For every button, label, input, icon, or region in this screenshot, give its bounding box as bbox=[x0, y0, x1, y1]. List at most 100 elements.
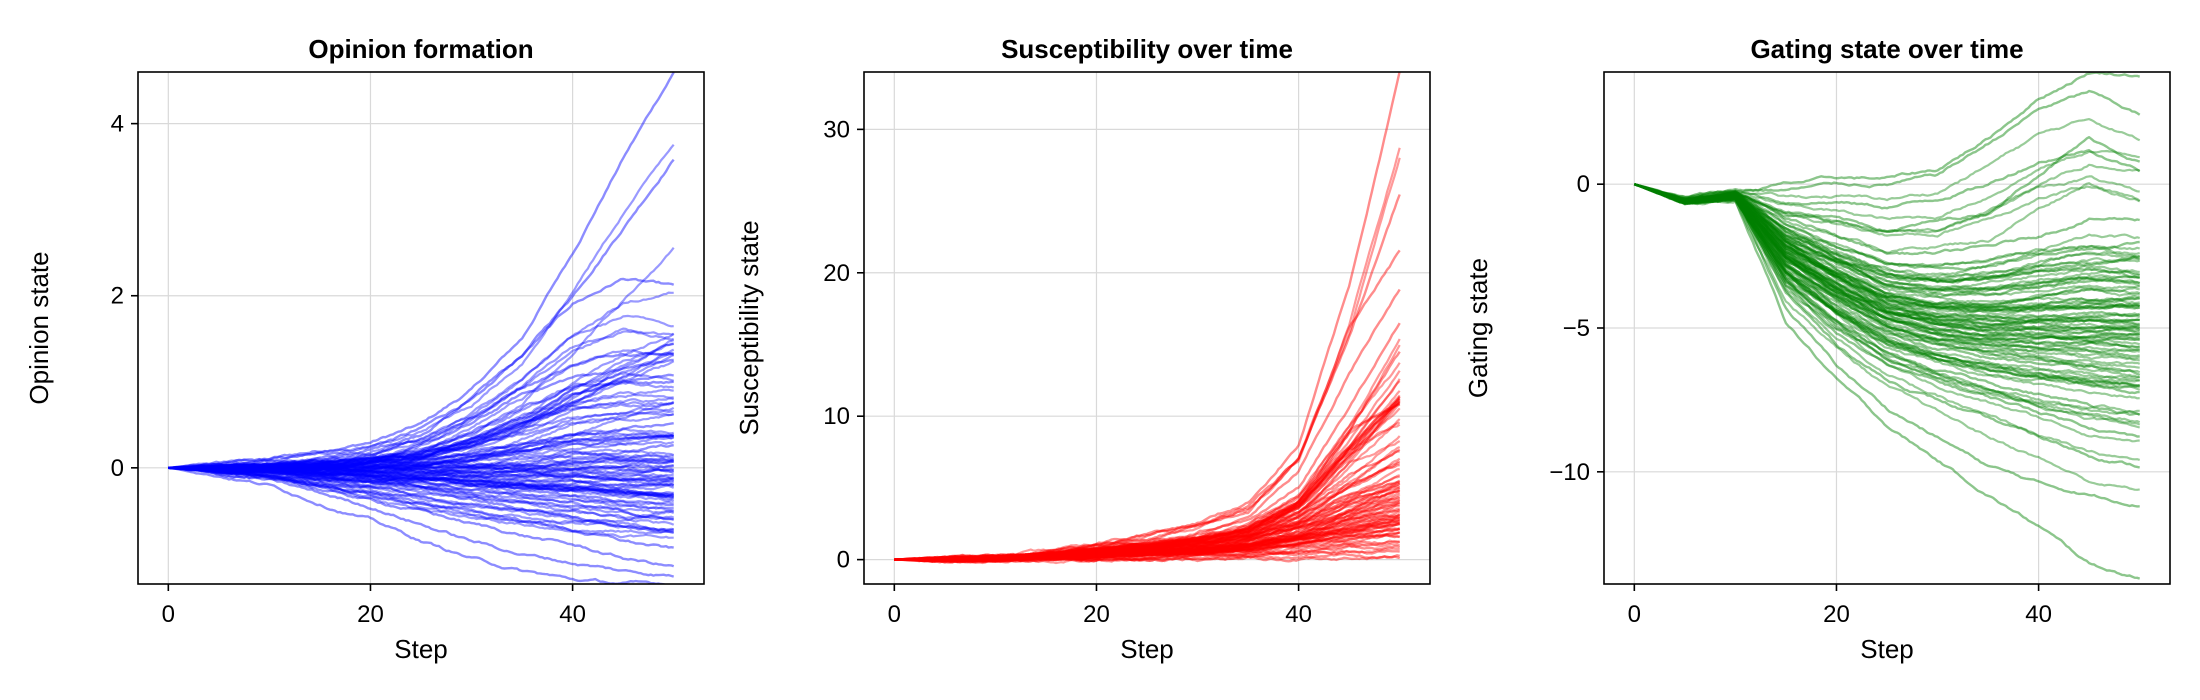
series-line bbox=[168, 373, 674, 471]
series-line bbox=[894, 450, 1400, 562]
series-line bbox=[894, 501, 1401, 562]
panel-title: Opinion formation bbox=[308, 34, 533, 64]
series-line bbox=[894, 344, 1401, 563]
y-tick-label: 0 bbox=[111, 455, 124, 482]
series-line bbox=[168, 428, 674, 473]
series-line bbox=[168, 466, 674, 501]
series-line bbox=[894, 482, 1401, 563]
series-line bbox=[168, 434, 674, 472]
series-line bbox=[894, 398, 1401, 563]
series-line bbox=[894, 435, 1401, 561]
series-line bbox=[168, 466, 674, 584]
series-line bbox=[1633, 183, 2141, 280]
series-line bbox=[894, 479, 1401, 563]
series-line bbox=[894, 400, 1401, 562]
series-line bbox=[168, 448, 675, 471]
series-line bbox=[1633, 89, 2141, 199]
series-line bbox=[1633, 183, 2140, 304]
series-line bbox=[168, 434, 674, 470]
series-line bbox=[168, 422, 674, 471]
series-line bbox=[168, 466, 674, 496]
series-line bbox=[1633, 183, 2140, 313]
series-line bbox=[894, 474, 1400, 563]
series-line bbox=[1633, 183, 2141, 580]
series-line bbox=[168, 397, 674, 469]
series-line bbox=[894, 513, 1400, 562]
series-line bbox=[168, 463, 674, 474]
x-tick-label: 40 bbox=[1285, 601, 1312, 628]
series-line bbox=[894, 493, 1401, 563]
series-line bbox=[168, 466, 675, 578]
series-line bbox=[1633, 183, 2141, 291]
series-line bbox=[1633, 183, 2140, 334]
series-line bbox=[894, 72, 1401, 563]
y-axis-label: Opinion state bbox=[24, 251, 54, 404]
series-line bbox=[168, 466, 675, 532]
series-line bbox=[1633, 183, 2140, 461]
series-line bbox=[168, 332, 675, 470]
series-line bbox=[1633, 183, 2140, 346]
series-line bbox=[168, 466, 674, 535]
series-line bbox=[894, 539, 1400, 562]
series-line bbox=[168, 431, 674, 472]
series-line bbox=[1633, 183, 2140, 310]
series-line bbox=[168, 465, 674, 479]
series-line bbox=[894, 510, 1400, 562]
series-line bbox=[1633, 183, 2140, 294]
y-axis-label: Gating state bbox=[1463, 258, 1493, 398]
series-line bbox=[894, 540, 1401, 563]
series-line bbox=[1633, 183, 2140, 337]
susceptibility-panel: Susceptibility over time Step Susceptibili… bbox=[734, 34, 1431, 664]
series-line bbox=[168, 342, 674, 469]
series-line bbox=[168, 360, 675, 471]
series-line bbox=[168, 463, 674, 472]
series-line bbox=[168, 401, 674, 469]
series-line bbox=[1633, 183, 2140, 321]
series-line bbox=[1633, 183, 2140, 306]
series-line bbox=[168, 465, 674, 483]
series-line bbox=[1633, 183, 2140, 508]
series-line bbox=[894, 402, 1401, 563]
series-line bbox=[168, 466, 674, 525]
series-line bbox=[1633, 183, 2141, 416]
series-line bbox=[168, 456, 674, 470]
series-line bbox=[1633, 183, 2140, 383]
series-line bbox=[894, 522, 1401, 563]
series-line bbox=[168, 454, 674, 473]
series-line bbox=[168, 143, 675, 469]
series-line bbox=[894, 448, 1401, 561]
x-tick-label: 40 bbox=[559, 601, 586, 628]
series-line bbox=[1633, 183, 2140, 307]
series-line bbox=[1633, 163, 2141, 233]
series-line bbox=[1633, 183, 2141, 362]
series-line bbox=[168, 314, 674, 469]
series-line bbox=[1633, 183, 2140, 416]
series-line bbox=[1633, 183, 2140, 351]
series-line bbox=[894, 461, 1400, 563]
series-line bbox=[894, 486, 1400, 562]
series-line bbox=[1633, 183, 2140, 395]
series-line bbox=[168, 466, 674, 539]
series-line bbox=[894, 514, 1401, 563]
series-line bbox=[168, 400, 675, 472]
series-line bbox=[168, 466, 674, 482]
series-line bbox=[1633, 183, 2141, 292]
series-line bbox=[894, 401, 1401, 563]
opinion-formation-panel: Opinion formation Step Opinion state 0 20 40 0… bbox=[24, 34, 705, 664]
series-line bbox=[1633, 118, 2141, 202]
panel-title: Gating state over time bbox=[1750, 34, 2023, 64]
series-line bbox=[894, 480, 1400, 562]
series-line bbox=[1633, 183, 2140, 382]
series-line bbox=[894, 523, 1400, 562]
series-line bbox=[1633, 183, 2140, 312]
series-line bbox=[894, 489, 1401, 562]
series-line bbox=[1633, 183, 2140, 283]
series-line bbox=[894, 516, 1400, 562]
series-line bbox=[168, 466, 675, 503]
series-line bbox=[894, 531, 1401, 562]
series-line bbox=[168, 466, 674, 499]
series-line bbox=[894, 488, 1401, 563]
series-line bbox=[1633, 149, 2141, 210]
y-tick-label: 0 bbox=[837, 547, 850, 574]
